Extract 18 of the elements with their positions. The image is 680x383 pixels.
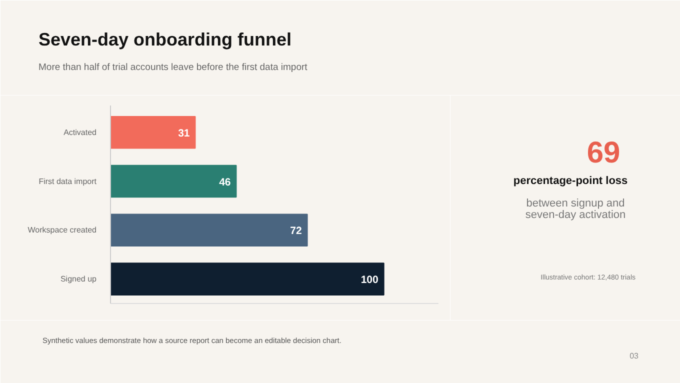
chart-title: Seven-day onboarding funnel — [38, 30, 292, 50]
text: 03 — [630, 352, 640, 360]
data-label: 46 — [219, 176, 231, 188]
y-tick-label: Signed up — [60, 274, 98, 284]
text: 69 — [586, 136, 620, 170]
bar — [110, 164, 237, 198]
y-tick-label: Workspace created — [28, 226, 97, 235]
text: between signup and seven-day activation — [525, 198, 626, 222]
data-label: 100 — [360, 274, 379, 286]
y-tick-label: First data import — [38, 176, 98, 186]
data-label: 31 — [178, 127, 190, 140]
bar — [110, 262, 384, 296]
chart-subtitle: More than half of trial accounts leave before the first data import — [38, 62, 308, 73]
bar — [110, 116, 196, 149]
bar — [110, 214, 308, 247]
text: percentage-point loss — [513, 175, 628, 188]
data-label: 72 — [290, 225, 302, 238]
y-tick-label: Activated — [64, 128, 96, 137]
